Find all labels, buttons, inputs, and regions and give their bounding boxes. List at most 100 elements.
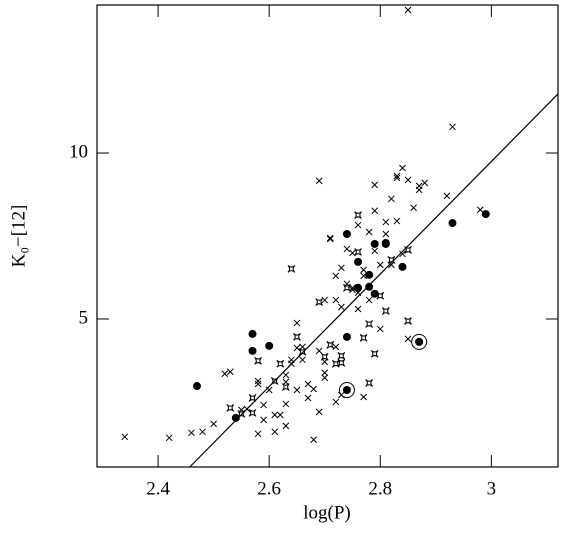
cross-point	[393, 174, 401, 182]
cross-point	[393, 217, 401, 225]
cross-point	[365, 228, 373, 236]
cross-point	[332, 398, 340, 406]
dot-point	[354, 257, 363, 266]
cross-point	[315, 347, 323, 355]
cross-point	[326, 234, 334, 242]
point-ring	[411, 333, 428, 350]
star-point	[381, 307, 390, 315]
cross-point	[393, 172, 401, 180]
dot-point	[398, 262, 407, 271]
dot-point	[370, 289, 379, 298]
star-point	[354, 211, 362, 219]
dot-point	[365, 270, 374, 279]
dot-point	[481, 210, 490, 219]
point-ring	[338, 382, 355, 398]
cross-point	[371, 207, 379, 215]
cross-point	[449, 123, 456, 131]
cross-point	[188, 429, 195, 437]
cross-point	[410, 204, 417, 212]
star-point	[326, 340, 335, 349]
cross-point	[371, 247, 379, 255]
star-point	[404, 246, 412, 254]
cross-point	[276, 411, 284, 419]
cross-point	[404, 6, 412, 14]
cross-point	[349, 284, 356, 292]
star-point	[293, 333, 301, 341]
y-tick-label: 5	[79, 307, 89, 328]
cross-point	[354, 305, 362, 313]
dot-point	[231, 413, 240, 422]
star-point	[281, 383, 290, 391]
star-point	[226, 404, 235, 412]
cross-point	[254, 377, 262, 385]
cross-point	[321, 296, 329, 304]
dot-point	[265, 341, 274, 350]
cross-point	[282, 422, 290, 430]
cross-point	[310, 436, 317, 444]
cross-point	[260, 401, 267, 409]
y-tick-label: 10	[69, 141, 88, 162]
star-point	[370, 349, 379, 358]
cross-point	[299, 343, 306, 351]
cross-point	[388, 261, 395, 269]
star-point	[287, 264, 296, 273]
star-point	[354, 248, 362, 256]
cross-point	[321, 374, 329, 382]
dot-point	[342, 230, 351, 239]
cross-point	[371, 181, 379, 189]
dot-point	[248, 329, 257, 338]
x-axis-label: log(P)	[303, 502, 351, 523]
cross-point	[476, 206, 484, 214]
cross-point	[282, 371, 290, 379]
cross-point	[254, 430, 262, 438]
cross-point	[121, 433, 129, 441]
cross-point	[282, 378, 290, 386]
ringed-point	[342, 386, 351, 394]
cross-point	[343, 245, 351, 253]
cross-point	[210, 420, 217, 428]
cross-point	[310, 385, 317, 393]
cross-point	[382, 230, 390, 238]
cross-point	[338, 303, 345, 311]
cross-point	[226, 368, 234, 376]
cross-point	[399, 164, 406, 172]
cross-point	[376, 261, 384, 269]
dot-point	[342, 332, 351, 341]
cross-point	[293, 319, 301, 327]
cross-point	[360, 266, 367, 274]
cross-point	[315, 408, 323, 416]
x-tick-label: 3	[487, 478, 497, 499]
plot-frame	[96, 4, 559, 468]
cross-point	[321, 369, 329, 377]
ringed-point	[415, 337, 424, 346]
star-point	[365, 320, 374, 328]
dot-point	[448, 219, 457, 228]
cross-point	[282, 400, 290, 408]
cross-point	[293, 344, 301, 352]
cross-point	[304, 394, 312, 402]
cross-point	[326, 235, 334, 243]
cross-point	[338, 264, 345, 272]
cross-point	[415, 182, 423, 190]
cross-point	[404, 176, 412, 184]
cross-point	[332, 296, 340, 304]
star-point	[248, 409, 257, 417]
cross-point	[376, 325, 384, 333]
cross-point	[354, 221, 362, 229]
cross-point	[293, 386, 301, 394]
x-tick-label: 2.6	[257, 478, 281, 499]
cross-point	[299, 356, 306, 364]
dot-point	[192, 382, 201, 391]
fit-line	[189, 93, 559, 468]
star-point	[376, 291, 385, 300]
dot-point	[370, 239, 379, 248]
star-point	[365, 379, 374, 387]
star-point	[331, 359, 340, 368]
star-point	[359, 334, 368, 342]
star-point	[276, 359, 285, 368]
cross-point	[254, 380, 262, 388]
x-tick-label: 2.4	[146, 478, 170, 499]
star-point	[404, 317, 412, 325]
cross-point	[388, 195, 395, 203]
